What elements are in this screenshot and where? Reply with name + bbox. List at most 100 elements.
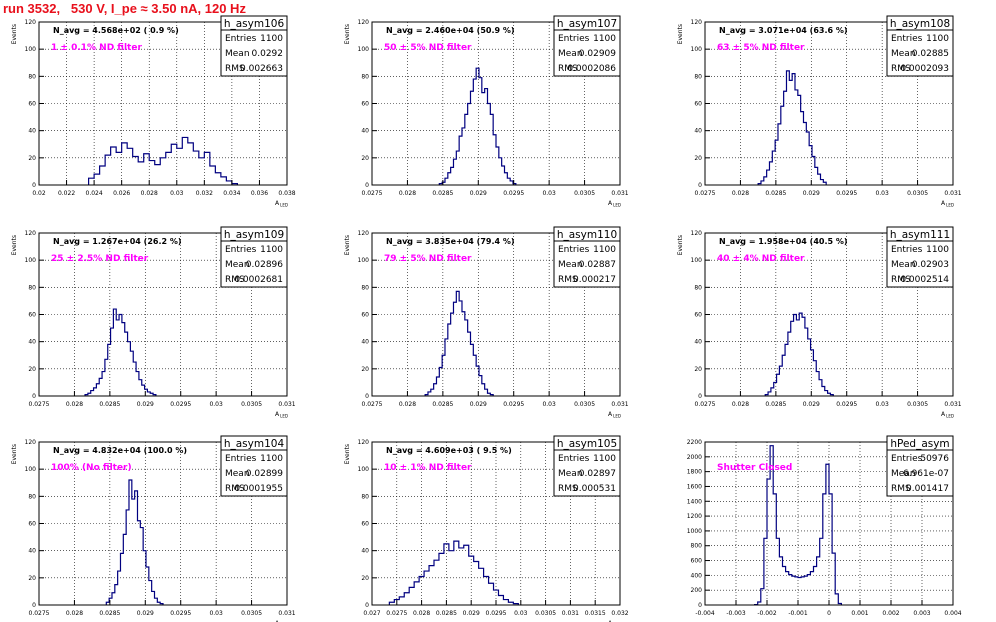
histogram-name: h_asym106 [224, 18, 285, 30]
stats-value: 0.02887 [579, 260, 616, 270]
y-tick-label: 0 [32, 182, 36, 189]
y-tick-label: 40 [28, 548, 36, 555]
stats-key: RMS [225, 64, 245, 74]
y-tick-label: 40 [361, 339, 369, 346]
histogram-panel-h_asym108: 0.0275 0.028 0.0285 0.029 0.0295 0.03 0.0305 0.… [677, 15, 962, 208]
x-tick-label: 0.036 [251, 190, 268, 197]
x-tick-label: 0.02 [32, 190, 46, 197]
x-tick-label: 0.03 [542, 190, 556, 197]
y-tick-label: 20 [28, 155, 36, 162]
navg-label: N_avg = 4.568e+02 ( 0.9 %) [53, 26, 179, 35]
stats-box [886, 29, 954, 77]
y-tick-label: 1000 [687, 528, 702, 535]
x-tick-label: 0.0295 [503, 401, 524, 408]
y-tick-label: 0 [365, 602, 369, 609]
stats-value: 1100 [593, 34, 616, 44]
stats-key: RMS [558, 484, 578, 494]
x-tick-label: 0.031 [278, 610, 295, 617]
navg-label: N_avg = 4.609e+03 ( 9.5 %) [386, 446, 512, 455]
x-tick-label: 0.0305 [907, 190, 928, 197]
x-tick-label: 0.029 [470, 401, 487, 408]
x-tick-label: 0.0305 [574, 401, 595, 408]
histogram-panel-hPed_asym: -0.004 -0.003 -0.002 -0.001 0 0.001 0.002 0.003… [687, 435, 962, 617]
x-tick-label: -0.002 [757, 610, 777, 617]
stats-box [553, 240, 621, 288]
stats-value: 50976 [920, 454, 949, 464]
stats-key: Mean [225, 49, 250, 59]
x-tick-label: 0.0295 [170, 401, 191, 408]
y-tick-label: 100 [691, 46, 703, 53]
y-tick-label: 2200 [687, 439, 702, 446]
stats-key: Mean [558, 469, 583, 479]
x-tick-label: 0.03 [209, 401, 223, 408]
x-tick-label: 0.0275 [29, 610, 50, 617]
y-tick-label: 1400 [687, 498, 702, 505]
stats-value: 0.000531 [573, 484, 616, 494]
histogram-line [764, 312, 834, 396]
stats-value: 0.02896 [246, 260, 283, 270]
y-axis-label: Events [677, 24, 684, 44]
y-tick-label: 80 [28, 284, 36, 291]
y-tick-label: 40 [361, 548, 369, 555]
histogram-panel-h_asym106: 0.02 0.022 0.024 0.026 0.028 0.03 0.032 0.034 0.… [11, 15, 296, 208]
y-tick-label: 20 [28, 366, 36, 373]
stats-value: 1100 [260, 454, 283, 464]
x-tick-label: 0.028 [399, 401, 416, 408]
y-tick-label: 60 [694, 312, 702, 319]
stats-value: 0.02885 [912, 49, 949, 59]
stats-value: 0.001417 [906, 484, 949, 494]
run-title: run 3532, 530 V, I_pe ≈ 3.50 nA, 120 Hz [3, 1, 246, 16]
stats-value: 0.0002681 [234, 275, 283, 285]
stats-value: 0.02909 [579, 49, 616, 59]
y-tick-label: 100 [25, 46, 37, 53]
navg-label: N_avg = 3.071e+04 (63.6 %) [719, 26, 848, 35]
stats-key: RMS [891, 64, 911, 74]
x-tick-label: 0.002 [882, 610, 899, 617]
filter-label: 63 ± 5% ND filter [717, 43, 805, 53]
stats-key: Entries [558, 34, 590, 44]
x-axis-label: ALED [941, 200, 954, 208]
histogram-line [88, 136, 238, 185]
stats-key: Entries [225, 34, 257, 44]
y-tick-label: 40 [361, 128, 369, 135]
y-tick-label: 100 [358, 466, 370, 473]
y-tick-label: 80 [694, 284, 702, 291]
stats-value: 1100 [926, 245, 949, 255]
x-tick-label: 0.028 [413, 610, 430, 617]
stats-key: Mean [891, 49, 916, 59]
y-tick-label: 100 [691, 257, 703, 264]
y-tick-label: 1200 [687, 513, 702, 520]
x-axis-label: ALED [275, 411, 288, 419]
stats-key: Entries [891, 245, 923, 255]
navg-label: N_avg = 1.958e+04 (40.5 %) [719, 237, 848, 246]
y-tick-label: 100 [358, 257, 370, 264]
stats-key: Entries [558, 454, 590, 464]
histogram-name: h_asym110 [557, 229, 617, 241]
stats-key: Mean [225, 469, 250, 479]
stats-box [220, 29, 288, 77]
y-tick-label: 0 [698, 393, 702, 400]
navg-label: N_avg = 1.267e+04 (26.2 %) [53, 237, 182, 246]
x-tick-label: 0.031 [944, 190, 961, 197]
stats-value: 0.0002514 [900, 275, 949, 285]
x-tick-label: 0.0295 [836, 190, 857, 197]
stats-key: Entries [558, 245, 590, 255]
stats-key: Mean [558, 260, 583, 270]
stats-value: 0.000217 [573, 275, 616, 285]
x-tick-label: 0.0275 [362, 401, 383, 408]
stats-value: 0.0002086 [567, 64, 616, 74]
y-tick-label: 60 [28, 101, 36, 108]
histogram-panel-h_asym105: 0.027 0.0275 0.028 0.0285 0.029 0.0295 0.03 0.0… [344, 435, 629, 622]
stats-key: RMS [891, 275, 911, 285]
y-tick-label: 120 [358, 439, 370, 446]
histogram-panel-h_asym104: 0.0275 0.028 0.0285 0.029 0.0295 0.03 0.0305 0.… [11, 435, 296, 622]
x-tick-label: 0.022 [58, 190, 75, 197]
histogram-panel-h_asym109: 0.0275 0.028 0.0285 0.029 0.0295 0.03 0.0305 0.… [11, 226, 296, 419]
stats-key: RMS [558, 275, 578, 285]
x-tick-label: 0.028 [66, 610, 83, 617]
x-tick-label: 0.03 [875, 190, 889, 197]
stats-box [886, 240, 954, 288]
x-tick-label: 0.0295 [836, 401, 857, 408]
y-tick-label: 800 [691, 543, 703, 550]
y-tick-label: 400 [691, 572, 703, 579]
